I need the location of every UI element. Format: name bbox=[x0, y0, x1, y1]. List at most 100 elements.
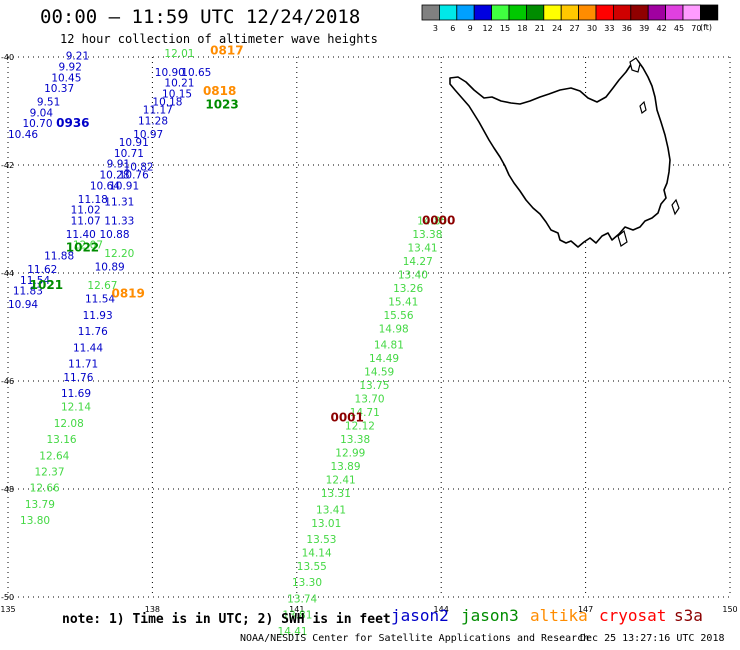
pass-time-label: 0817 bbox=[210, 43, 243, 57]
wave-height-label: 13.75 bbox=[359, 380, 389, 392]
wave-height-label: 10.82 bbox=[124, 161, 154, 173]
wave-height-label: 15.56 bbox=[383, 310, 413, 322]
wave-height-label: 12.99 bbox=[335, 448, 365, 460]
wave-height-label: 10.76 bbox=[119, 170, 149, 182]
wave-height-label: 13.31 bbox=[321, 488, 351, 500]
color-scale-swatch bbox=[700, 4, 719, 21]
color-scale-label: 3 bbox=[433, 24, 438, 33]
wave-height-label: 9.91 bbox=[107, 159, 130, 171]
wave-height-label: 10.64 bbox=[90, 180, 120, 192]
pass-time-label: 1022 bbox=[66, 240, 99, 254]
legend-cryosat: cryosat bbox=[599, 606, 667, 625]
legend-jason3: jason3 bbox=[461, 606, 519, 625]
wave-height-label: 11.88 bbox=[44, 251, 74, 263]
wave-height-label: 14.49 bbox=[369, 353, 399, 365]
wave-height-label: 10.15 bbox=[162, 89, 192, 101]
wave-height-label: 14.71 bbox=[350, 407, 380, 419]
lat-tick-label: -44 bbox=[1, 269, 14, 278]
wave-height-label: 13.41 bbox=[316, 504, 346, 516]
lon-tick-label: 147 bbox=[578, 605, 593, 614]
wave-height-label: 10.46 bbox=[8, 129, 38, 141]
wave-height-label: 12.66 bbox=[30, 483, 60, 495]
color-scale-label: 21 bbox=[535, 24, 545, 33]
wave-height-label: 10.70 bbox=[22, 118, 52, 130]
pass-time-label: 0001 bbox=[330, 411, 363, 425]
wave-height-label: 14.81 bbox=[374, 340, 404, 352]
color-scale-label: 24 bbox=[552, 24, 562, 33]
king-island-shoal bbox=[639, 100, 647, 115]
wave-height-label: 12.14 bbox=[61, 402, 91, 414]
wave-height-label: 12.41 bbox=[326, 475, 356, 487]
wave-height-label: 13.80 bbox=[20, 515, 50, 527]
wave-height-label: 13.38 bbox=[340, 434, 370, 446]
pass-time-label: 0000 bbox=[422, 213, 455, 227]
color-scale-label: 39 bbox=[639, 24, 649, 33]
wave-height-label: 11.62 bbox=[27, 264, 57, 276]
wave-height-label: 11.93 bbox=[83, 310, 113, 322]
wave-height-label: 10.91 bbox=[119, 137, 149, 149]
wave-height-label: 10.28 bbox=[99, 170, 129, 182]
bruny-island bbox=[617, 229, 628, 247]
wave-height-label: 11.54 bbox=[85, 294, 115, 306]
footer-credit: NOAA/NESDIS Center for Satellite Applica… bbox=[240, 633, 590, 644]
wave-height-label: 10.88 bbox=[99, 229, 129, 241]
map-title: 00:00 – 11:59 UTC 12/24/2018 bbox=[40, 6, 361, 28]
wave-height-label: 14.14 bbox=[302, 548, 332, 560]
wave-height-label: 13.81 bbox=[282, 610, 312, 622]
color-scale-label: 12 bbox=[483, 24, 493, 33]
wave-height-label: 13.89 bbox=[330, 461, 360, 473]
wave-height-label: 10.21 bbox=[164, 78, 194, 90]
lon-tick-label: 150 bbox=[722, 605, 737, 614]
color-scale-label: 36 bbox=[622, 24, 632, 33]
wave-height-label: 11.28 bbox=[138, 116, 168, 128]
wave-height-label: 12.01 bbox=[164, 48, 194, 60]
wave-height-label: 11.02 bbox=[71, 205, 101, 217]
color-scale-label: 15 bbox=[500, 24, 510, 33]
wave-height-label: 11.17 bbox=[143, 105, 173, 117]
tasmania-coastline bbox=[449, 60, 671, 248]
wave-height-label: 10.45 bbox=[51, 72, 81, 84]
wave-height-label: 11.31 bbox=[104, 197, 134, 209]
wave-height-label: 13.16 bbox=[47, 434, 77, 446]
color-scale-label: 6 bbox=[450, 24, 455, 33]
wave-height-label: 11.33 bbox=[104, 215, 134, 227]
wave-height-label: 9.92 bbox=[59, 62, 82, 74]
wave-height-label: 12.08 bbox=[54, 418, 84, 430]
wave-height-label: 12.64 bbox=[39, 450, 69, 462]
wave-height-label: 13.70 bbox=[355, 394, 385, 406]
wave-height-label: 10.97 bbox=[133, 129, 163, 141]
color-scale-label: 30 bbox=[587, 24, 597, 33]
wave-height-label: 11.07 bbox=[71, 215, 101, 227]
wave-height-label: 11.76 bbox=[78, 326, 108, 338]
color-scale-label: 70 bbox=[691, 24, 701, 33]
lon-tick-label: 144 bbox=[434, 605, 449, 614]
color-scale-label: 27 bbox=[570, 24, 580, 33]
pass-time-label: 1023 bbox=[205, 97, 238, 111]
wave-height-label: 10.18 bbox=[152, 97, 182, 109]
color-scale-label: 18 bbox=[517, 24, 527, 33]
graticule: 135 138 141 144 147 150 -40 -42 -44 -46 -48 -50 bbox=[0, 53, 737, 614]
wave-height-label: 12.37 bbox=[34, 467, 64, 479]
wave-height-label: 10.71 bbox=[114, 148, 144, 160]
wave-height-label: 11.76 bbox=[63, 372, 93, 384]
wave-height-label: 9.21 bbox=[66, 51, 89, 63]
wave-height-label: 11.54 bbox=[20, 275, 50, 287]
wave-height-label: 13.55 bbox=[297, 561, 327, 573]
wave-height-label: 13.79 bbox=[25, 499, 55, 511]
map-subtitle: 12 hour collection of altimeter wave hei… bbox=[60, 32, 378, 46]
lon-tick-label: 141 bbox=[289, 605, 304, 614]
footer-timestamp: Dec 25 13:27:16 UTC 2018 bbox=[580, 633, 725, 644]
wave-height-label: 12.12 bbox=[345, 421, 375, 433]
color-scale-label: 45 bbox=[674, 24, 684, 33]
wave-height-label: 11.83 bbox=[13, 286, 43, 298]
pass-time-label: 1021 bbox=[30, 278, 63, 292]
wave-height-label: 11.71 bbox=[68, 359, 98, 371]
wave-height-label: 11.44 bbox=[73, 342, 103, 354]
wave-height-label: 9.51 bbox=[37, 97, 60, 109]
lon-tick-label: 135 bbox=[0, 605, 15, 614]
wave-height-label: 13.40 bbox=[398, 269, 428, 281]
lat-tick-label: -40 bbox=[1, 53, 14, 62]
